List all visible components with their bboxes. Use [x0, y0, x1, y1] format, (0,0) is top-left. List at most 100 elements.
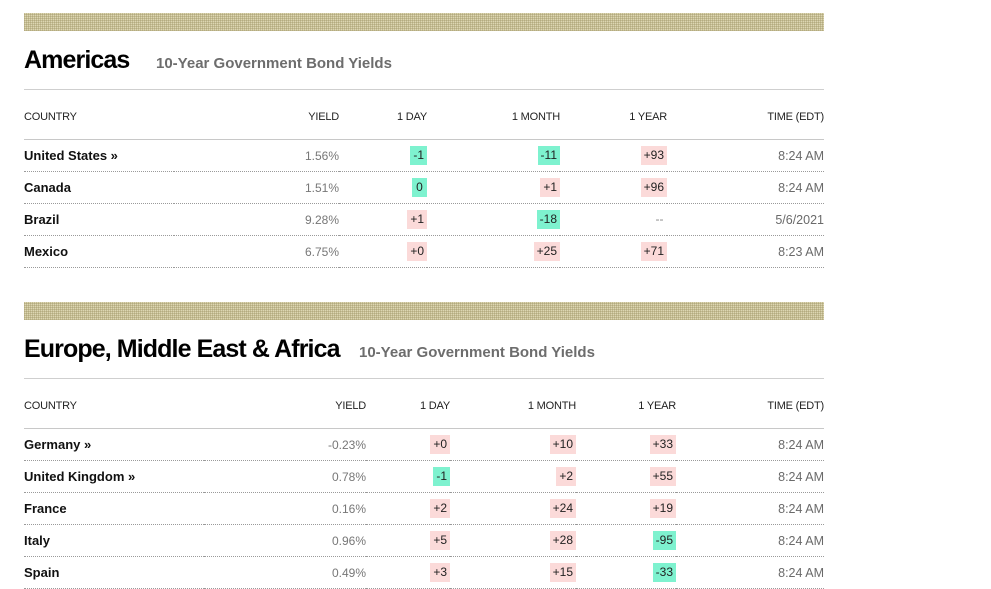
time-value: 8:24 AM	[676, 460, 824, 493]
section-divider-band	[24, 13, 824, 31]
change-1-year-badge: +71	[640, 242, 667, 261]
header-rule	[24, 378, 824, 379]
country-name: Mexico	[24, 235, 174, 268]
column-header-1-day[interactable]: 1 DAY	[339, 95, 427, 140]
change-1-year-badge: +33	[649, 435, 676, 454]
change-1-month-cell: -11	[427, 139, 560, 172]
column-header-country[interactable]: COUNTRY	[24, 384, 204, 429]
time-value: 8:24 AM	[676, 492, 824, 525]
change-1-month-badge: +24	[549, 499, 576, 518]
change-1-year-badge: -33	[652, 563, 676, 582]
section-divider-band	[24, 302, 824, 320]
change-1-year-badge: +19	[649, 499, 676, 518]
yield-value: 1.51%	[174, 171, 339, 204]
change-1-year-badge: -95	[652, 531, 676, 550]
change-1-day-badge: -1	[433, 467, 450, 486]
change-1-month-badge: +25	[533, 242, 560, 261]
change-1-day-cell: +2	[366, 492, 450, 525]
change-1-day-badge: -1	[410, 146, 427, 165]
time-value: 8:24 AM	[676, 428, 824, 461]
change-1-day-cell: +1	[339, 203, 427, 236]
change-1-month-cell: +2	[450, 460, 576, 493]
change-1-day-cell: -1	[339, 139, 427, 172]
change-1-month-badge: +28	[549, 531, 576, 550]
region-title: Europe, Middle East & Africa	[24, 335, 341, 363]
time-value: 5/6/2021	[667, 203, 824, 236]
column-header-1-month[interactable]: 1 MONTH	[450, 384, 576, 429]
change-1-month-badge: -11	[537, 146, 560, 165]
change-1-year-cell: -95	[576, 524, 676, 557]
change-1-month-badge: +10	[549, 435, 576, 454]
bond-yield-table-americas: COUNTRY YIELD 1 DAY 1 MONTH 1 YEAR TIME …	[24, 95, 824, 268]
change-1-year-cell: +55	[576, 460, 676, 493]
table-row[interactable]: Mexico 6.75% +0 +25 +71 8:23 AM	[24, 235, 824, 268]
change-1-month-cell: +1	[427, 171, 560, 204]
change-1-month-cell: +15	[450, 556, 576, 589]
section-header-emea: Europe, Middle East & Africa 10-Year Gov…	[24, 330, 824, 370]
table-header-row: COUNTRY YIELD 1 DAY 1 MONTH 1 YEAR TIME …	[24, 95, 824, 140]
country-name-link[interactable]: Germany »	[24, 428, 204, 461]
table-row[interactable]: Brazil 9.28% +1 -18 -- 5/6/2021	[24, 203, 824, 236]
yield-value: 0.96%	[204, 524, 366, 557]
change-1-month-cell: +24	[450, 492, 576, 525]
country-name: Italy	[24, 524, 204, 557]
yield-value: 0.78%	[204, 460, 366, 493]
column-header-yield[interactable]: YIELD	[174, 95, 339, 140]
country-name: Canada	[24, 171, 174, 204]
change-1-month-badge: +15	[549, 563, 576, 582]
change-1-day-badge: +3	[430, 563, 450, 582]
change-1-day-badge: +5	[430, 531, 450, 550]
column-header-1-year[interactable]: 1 YEAR	[576, 384, 676, 429]
yield-value: 0.16%	[204, 492, 366, 525]
change-1-month-badge: +1	[540, 178, 560, 197]
section-subtitle: 10-Year Government Bond Yields	[156, 55, 392, 72]
country-name: Spain	[24, 556, 204, 589]
table-row[interactable]: Italy 0.96% +5 +28 -95 8:24 AM	[24, 524, 824, 557]
change-1-month-badge: -18	[536, 210, 560, 229]
region-title: Americas	[24, 46, 130, 74]
table-row[interactable]: United Kingdom » 0.78% -1 +2 +55 8:24 AM	[24, 460, 824, 493]
change-1-day-badge: 0	[412, 178, 427, 197]
column-header-time[interactable]: TIME (EDT)	[667, 95, 824, 140]
time-value: 8:24 AM	[676, 524, 824, 557]
column-header-1-month[interactable]: 1 MONTH	[427, 95, 560, 140]
change-1-day-cell: +3	[366, 556, 450, 589]
column-header-time[interactable]: TIME (EDT)	[676, 384, 824, 429]
yield-value: 9.28%	[174, 203, 339, 236]
column-header-yield[interactable]: YIELD	[204, 384, 366, 429]
table-row[interactable]: Germany » -0.23% +0 +10 +33 8:24 AM	[24, 428, 824, 461]
table-row[interactable]: France 0.16% +2 +24 +19 8:24 AM	[24, 492, 824, 525]
bond-yield-table-emea: COUNTRY YIELD 1 DAY 1 MONTH 1 YEAR TIME …	[24, 384, 824, 589]
yield-value: 1.56%	[174, 139, 339, 172]
country-name-link[interactable]: United Kingdom »	[24, 460, 204, 493]
time-value: 8:24 AM	[676, 556, 824, 589]
country-name: France	[24, 492, 204, 525]
change-1-day-cell: -1	[366, 460, 450, 493]
column-header-country[interactable]: COUNTRY	[24, 95, 174, 140]
yield-value: -0.23%	[204, 428, 366, 461]
change-1-day-badge: +0	[407, 242, 427, 261]
column-header-1-day[interactable]: 1 DAY	[366, 384, 450, 429]
change-1-day-badge: +1	[407, 210, 427, 229]
change-1-month-cell: +28	[450, 524, 576, 557]
change-1-year-cell: +19	[576, 492, 676, 525]
change-1-month-cell: +25	[427, 235, 560, 268]
table-row[interactable]: United States » 1.56% -1 -11 +93 8:24 AM	[24, 139, 824, 172]
change-1-year-cell: +71	[560, 235, 667, 268]
country-name-link[interactable]: United States »	[24, 139, 174, 172]
time-value: 8:24 AM	[667, 139, 824, 172]
change-1-year-badge: --	[655, 212, 664, 226]
change-1-year-badge: +55	[649, 467, 676, 486]
section-header-americas: Americas 10-Year Government Bond Yields	[24, 41, 824, 81]
header-rule	[24, 89, 824, 90]
change-1-day-cell: 0	[339, 171, 427, 204]
table-row[interactable]: Spain 0.49% +3 +15 -33 8:24 AM	[24, 556, 824, 589]
change-1-month-cell: +10	[450, 428, 576, 461]
table-row[interactable]: Canada 1.51% 0 +1 +96 8:24 AM	[24, 171, 824, 204]
yield-value: 0.49%	[204, 556, 366, 589]
change-1-day-cell: +0	[339, 235, 427, 268]
table-header-row: COUNTRY YIELD 1 DAY 1 MONTH 1 YEAR TIME …	[24, 384, 824, 429]
column-header-1-year[interactable]: 1 YEAR	[560, 95, 667, 140]
section-subtitle: 10-Year Government Bond Yields	[359, 344, 595, 361]
time-value: 8:24 AM	[667, 171, 824, 204]
